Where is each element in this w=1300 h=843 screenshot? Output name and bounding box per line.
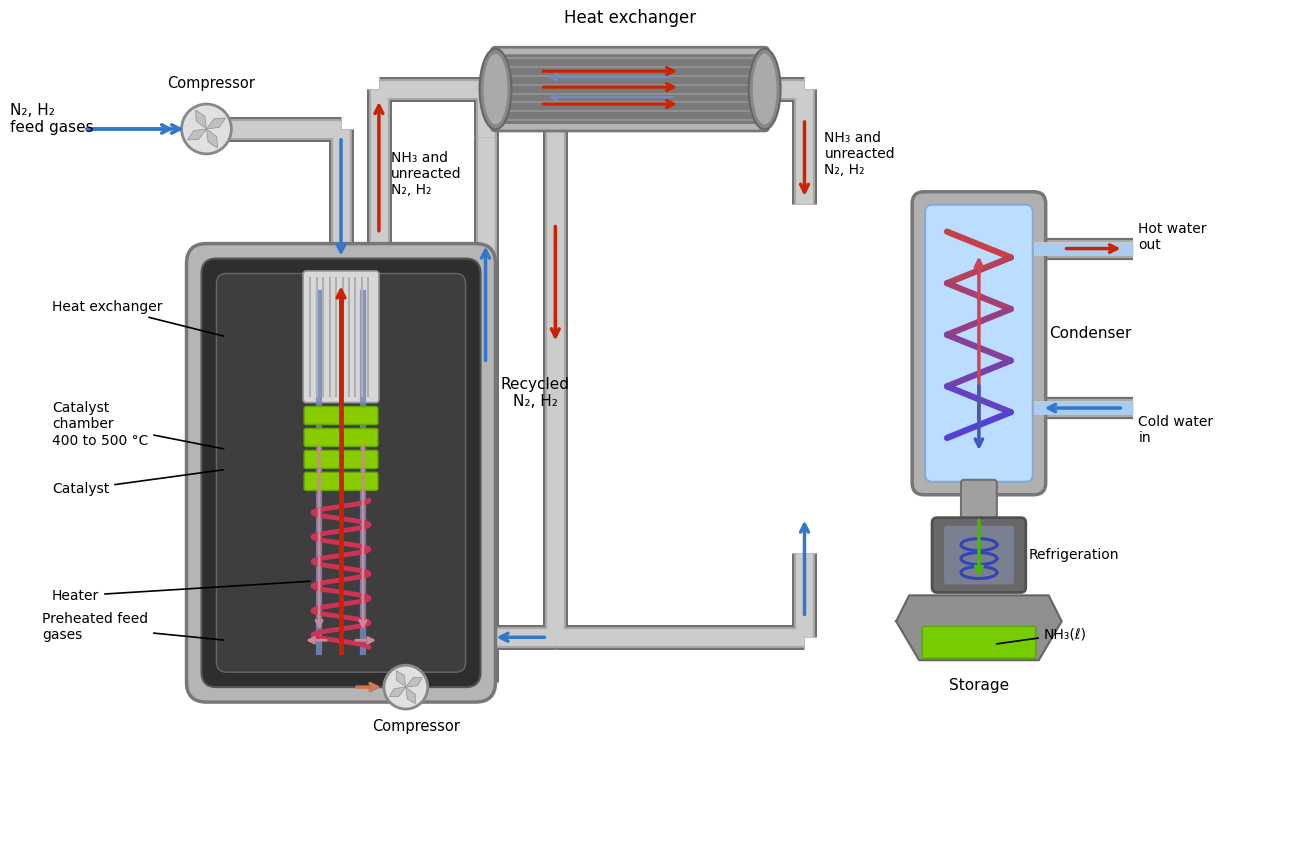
- FancyBboxPatch shape: [944, 526, 1014, 584]
- Circle shape: [182, 104, 231, 154]
- FancyBboxPatch shape: [304, 472, 378, 491]
- Text: Cold water
in: Cold water in: [1139, 415, 1213, 445]
- Text: NH₃ and
unreacted
N₂, H₂: NH₃ and unreacted N₂, H₂: [824, 131, 894, 177]
- FancyBboxPatch shape: [491, 47, 768, 131]
- FancyBboxPatch shape: [922, 626, 1036, 658]
- Ellipse shape: [480, 49, 511, 130]
- Polygon shape: [207, 129, 217, 148]
- Polygon shape: [396, 671, 406, 687]
- FancyBboxPatch shape: [202, 259, 481, 687]
- FancyBboxPatch shape: [926, 205, 1032, 482]
- Text: Preheated feed
gases: Preheated feed gases: [42, 612, 224, 642]
- Text: Recycled
N₂, H₂: Recycled N₂, H₂: [500, 377, 569, 410]
- FancyBboxPatch shape: [304, 428, 378, 447]
- FancyBboxPatch shape: [498, 54, 762, 124]
- Polygon shape: [406, 678, 423, 687]
- Text: NH₃ and
unreacted
N₂, H₂: NH₃ and unreacted N₂, H₂: [391, 151, 462, 197]
- Text: Catalyst: Catalyst: [52, 470, 224, 497]
- Text: NH₃(ℓ): NH₃(ℓ): [997, 627, 1087, 644]
- Text: Compressor: Compressor: [168, 76, 255, 91]
- FancyBboxPatch shape: [186, 244, 495, 702]
- FancyBboxPatch shape: [932, 518, 1026, 593]
- Text: Heat exchanger: Heat exchanger: [52, 300, 224, 336]
- FancyBboxPatch shape: [304, 406, 378, 425]
- Text: N₂, H₂
feed gases: N₂, H₂ feed gases: [10, 103, 94, 135]
- Polygon shape: [406, 687, 415, 704]
- Text: Catalyst
chamber
400 to 500 °C: Catalyst chamber 400 to 500 °C: [52, 401, 224, 448]
- Text: Refrigeration: Refrigeration: [1028, 548, 1119, 562]
- Polygon shape: [187, 129, 207, 140]
- Text: Heater: Heater: [52, 582, 311, 603]
- Polygon shape: [390, 687, 406, 696]
- Ellipse shape: [749, 49, 780, 130]
- Text: Condenser: Condenser: [1049, 325, 1131, 341]
- Circle shape: [384, 665, 428, 709]
- FancyBboxPatch shape: [303, 271, 378, 403]
- Text: Heat exchanger: Heat exchanger: [564, 9, 696, 27]
- Ellipse shape: [484, 54, 507, 125]
- FancyBboxPatch shape: [304, 450, 378, 469]
- Text: Compressor: Compressor: [372, 719, 460, 734]
- Ellipse shape: [753, 54, 776, 125]
- Text: Storage: Storage: [949, 678, 1009, 693]
- Polygon shape: [195, 110, 207, 129]
- Polygon shape: [207, 118, 225, 129]
- FancyBboxPatch shape: [913, 191, 1045, 495]
- FancyBboxPatch shape: [961, 480, 997, 526]
- Text: Hot water
out: Hot water out: [1139, 222, 1206, 252]
- Polygon shape: [896, 595, 1062, 660]
- FancyBboxPatch shape: [216, 273, 465, 672]
